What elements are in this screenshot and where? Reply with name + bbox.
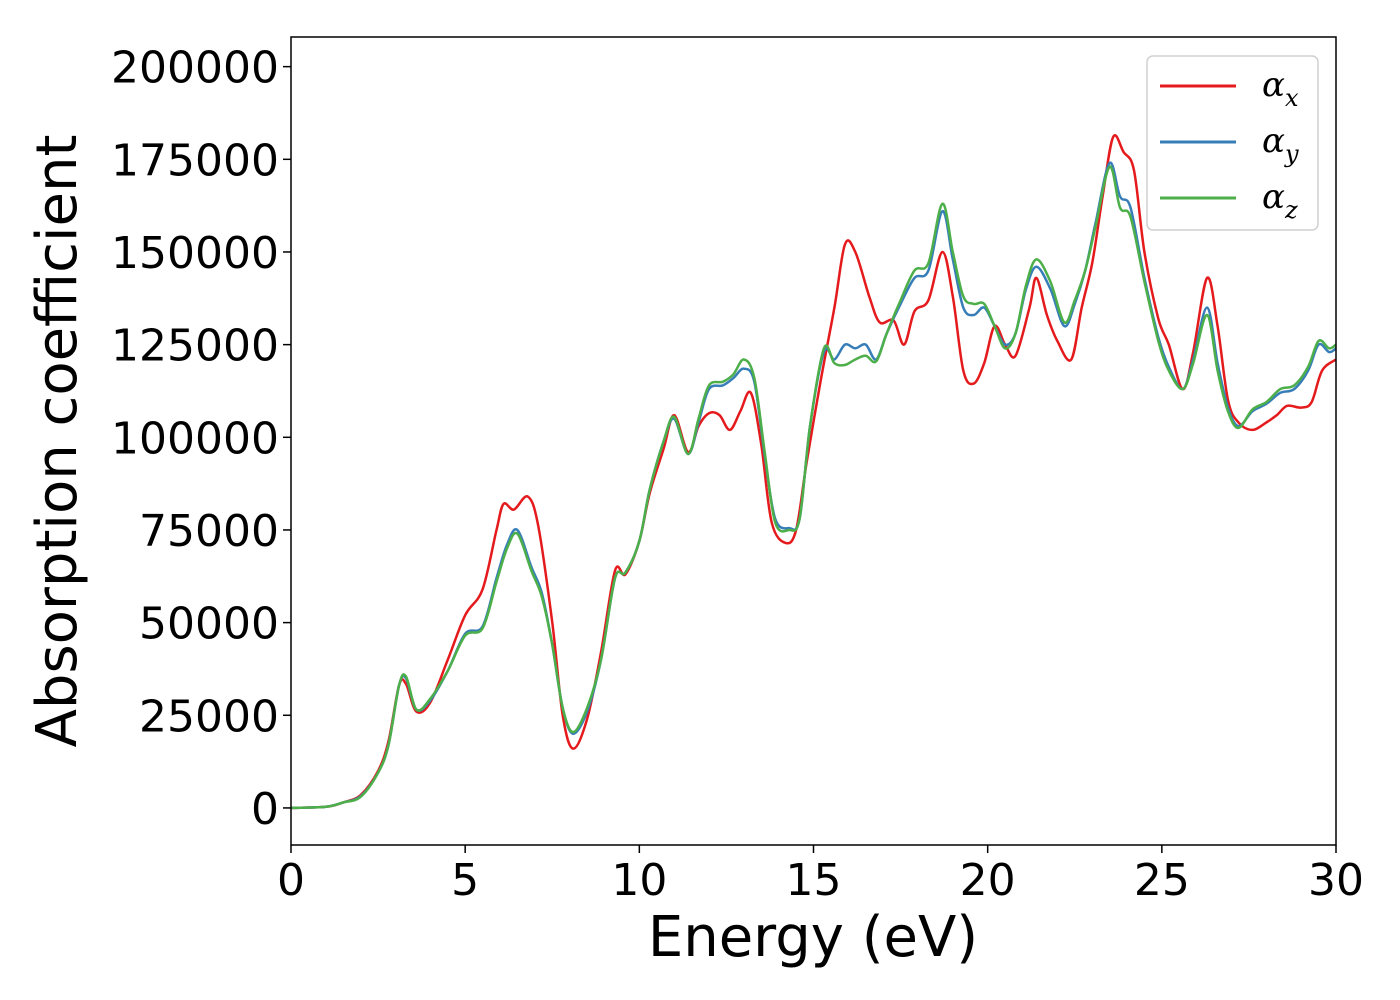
x-tick-label: 10 bbox=[611, 855, 667, 906]
y-axis: 0 25000 50000 75000 100000 125000 150000 175000… bbox=[111, 43, 291, 835]
y-tick-label: 100000 bbox=[111, 413, 279, 464]
x-axis: 0 5 10 15 20 25 30 bbox=[277, 845, 1364, 906]
x-tick-label: 15 bbox=[786, 855, 842, 906]
y-tick-label: 175000 bbox=[111, 135, 279, 186]
y-tick-label: 125000 bbox=[111, 321, 279, 372]
legend-subscript: y bbox=[1284, 140, 1299, 168]
y-tick-label: 50000 bbox=[139, 599, 279, 650]
x-tick-label: 25 bbox=[1134, 855, 1190, 906]
y-axis-title: Absorption coefficient bbox=[25, 135, 90, 748]
x-tick-label: 0 bbox=[277, 855, 305, 906]
y-tick-label: 25000 bbox=[139, 691, 279, 742]
x-tick-label: 20 bbox=[960, 855, 1016, 906]
series-line-y bbox=[290, 161, 1337, 810]
legend-subscript: z bbox=[1284, 196, 1298, 224]
x-axis-title: Energy (eV) bbox=[648, 905, 978, 970]
series-line-z bbox=[290, 165, 1337, 810]
y-tick-label: 0 bbox=[251, 784, 279, 835]
x-tick-label: 30 bbox=[1308, 855, 1364, 906]
y-tick-label: 75000 bbox=[139, 506, 279, 557]
legend-subscript: x bbox=[1285, 84, 1299, 112]
y-tick-label: 200000 bbox=[111, 43, 279, 94]
series-line-x bbox=[290, 134, 1337, 810]
plot-area bbox=[290, 134, 1337, 810]
y-tick-label: 150000 bbox=[111, 228, 279, 279]
x-tick-label: 5 bbox=[451, 855, 479, 906]
